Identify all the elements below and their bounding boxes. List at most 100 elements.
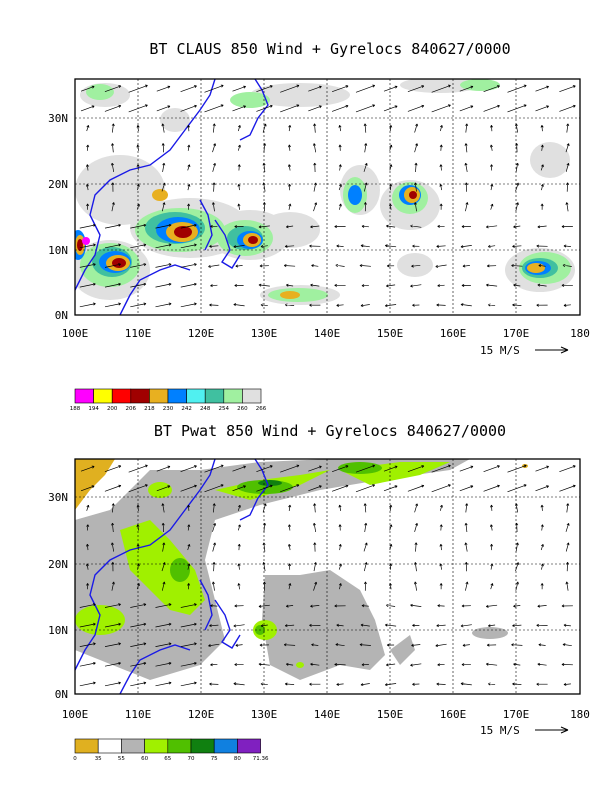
wind-vector <box>385 604 396 607</box>
wind-vector <box>79 661 96 667</box>
wind-vector <box>439 563 443 570</box>
wind-vector <box>355 464 376 473</box>
wind-vector <box>414 562 417 572</box>
wind-vector <box>363 542 368 552</box>
wind-vector <box>104 603 121 608</box>
wind-vector <box>187 504 190 511</box>
top-y-tick: 20N <box>48 178 68 191</box>
wind-vector <box>288 563 292 570</box>
wind-vector <box>414 182 417 192</box>
wind-vector <box>412 303 420 307</box>
wind-vector <box>209 624 219 628</box>
colorbar-label: 71.36 <box>253 756 269 762</box>
wind-vector <box>335 643 345 647</box>
wind-vector <box>128 464 148 473</box>
wind-vector <box>204 84 224 93</box>
wind-vector <box>565 542 570 552</box>
wind-vector <box>187 583 191 590</box>
wind-vector <box>563 303 571 307</box>
bottom-y-tick: 30N <box>48 491 68 504</box>
wind-vector <box>288 583 292 590</box>
wind-vector <box>136 203 140 210</box>
wind-vector <box>461 663 471 667</box>
wind-vector <box>85 183 89 191</box>
wind-vector <box>361 663 369 667</box>
wind-vector <box>262 162 266 173</box>
wind-vector <box>385 663 396 667</box>
wind-vector <box>209 244 219 248</box>
wind-vector <box>483 104 500 112</box>
wind-vector <box>161 202 166 212</box>
wind-vector <box>431 484 451 493</box>
wind-vector <box>507 464 527 473</box>
wind-vector <box>437 663 445 667</box>
wind-vector <box>462 264 470 268</box>
wind-vector <box>386 643 395 647</box>
wind-vector <box>383 85 398 92</box>
wind-vector <box>389 184 393 191</box>
wind-vector <box>79 263 96 268</box>
colorbar-swatch <box>167 388 187 404</box>
colorbar-swatch <box>242 388 262 404</box>
bottom-x-tick: 180 <box>570 708 590 721</box>
wind-vector <box>233 682 245 686</box>
wind-vector <box>515 143 519 153</box>
colorbar-label: 80 <box>234 756 241 762</box>
wind-vector <box>465 503 469 513</box>
wind-vector <box>361 224 369 228</box>
wind-vector <box>540 125 544 132</box>
bottom-x-tick: 170E <box>503 708 530 721</box>
bottom-y-tick: 20N <box>48 558 68 571</box>
wind-vector <box>383 105 398 112</box>
wind-vector <box>187 203 191 210</box>
wind-vector <box>412 244 420 248</box>
wind-vector <box>285 283 294 287</box>
wind-vector <box>363 182 368 192</box>
wind-vector <box>237 125 241 132</box>
top-y-tick: 10N <box>48 244 68 257</box>
wind-vector <box>310 604 320 608</box>
wind-vector <box>136 164 140 171</box>
wind-vector <box>111 522 115 533</box>
wind-vector <box>212 522 217 532</box>
bottom-chart-title: BT Pwat 850 Wind + Gyrelocs 840627/0000 <box>154 422 506 440</box>
wind-vector <box>562 643 572 647</box>
wind-vector <box>336 303 344 307</box>
wind-vector <box>311 264 319 268</box>
wind-vector <box>161 562 166 572</box>
wind-vector <box>464 182 468 192</box>
wind-vector <box>414 143 419 153</box>
colorbar-label: 254 <box>219 406 230 412</box>
wind-vector <box>338 524 342 531</box>
wind-vector <box>287 164 291 171</box>
wind-vector <box>489 144 493 151</box>
wind-vector <box>155 223 172 229</box>
wind-vector <box>540 583 544 590</box>
wind-vector <box>413 581 417 591</box>
wind-vector <box>535 485 549 492</box>
wind-vector <box>515 562 520 572</box>
wind-vector <box>540 164 544 171</box>
wind-vector <box>309 244 321 248</box>
wind-vector <box>540 563 544 570</box>
wind-vector <box>104 263 121 268</box>
top-y-tick-labels: 0N 10N 20N 30N <box>48 112 68 322</box>
wind-vector <box>515 581 519 591</box>
wind-vector <box>483 85 500 93</box>
wind-vector <box>313 562 317 572</box>
wind-vector <box>130 681 147 687</box>
wind-vector <box>439 164 443 171</box>
wind-vector <box>86 203 90 210</box>
wind-vector <box>232 85 246 92</box>
wind-vector <box>490 125 493 132</box>
wind-vector <box>359 643 371 647</box>
wind-vector <box>338 144 342 151</box>
wind-vector <box>537 662 547 666</box>
wind-vector <box>483 465 500 473</box>
wind-vector <box>155 681 172 687</box>
wind-vector <box>180 243 197 249</box>
wind-vector <box>310 283 320 287</box>
wind-vector <box>180 681 197 687</box>
wind-vector <box>355 84 376 93</box>
colorbar-label: 55 <box>118 756 125 762</box>
